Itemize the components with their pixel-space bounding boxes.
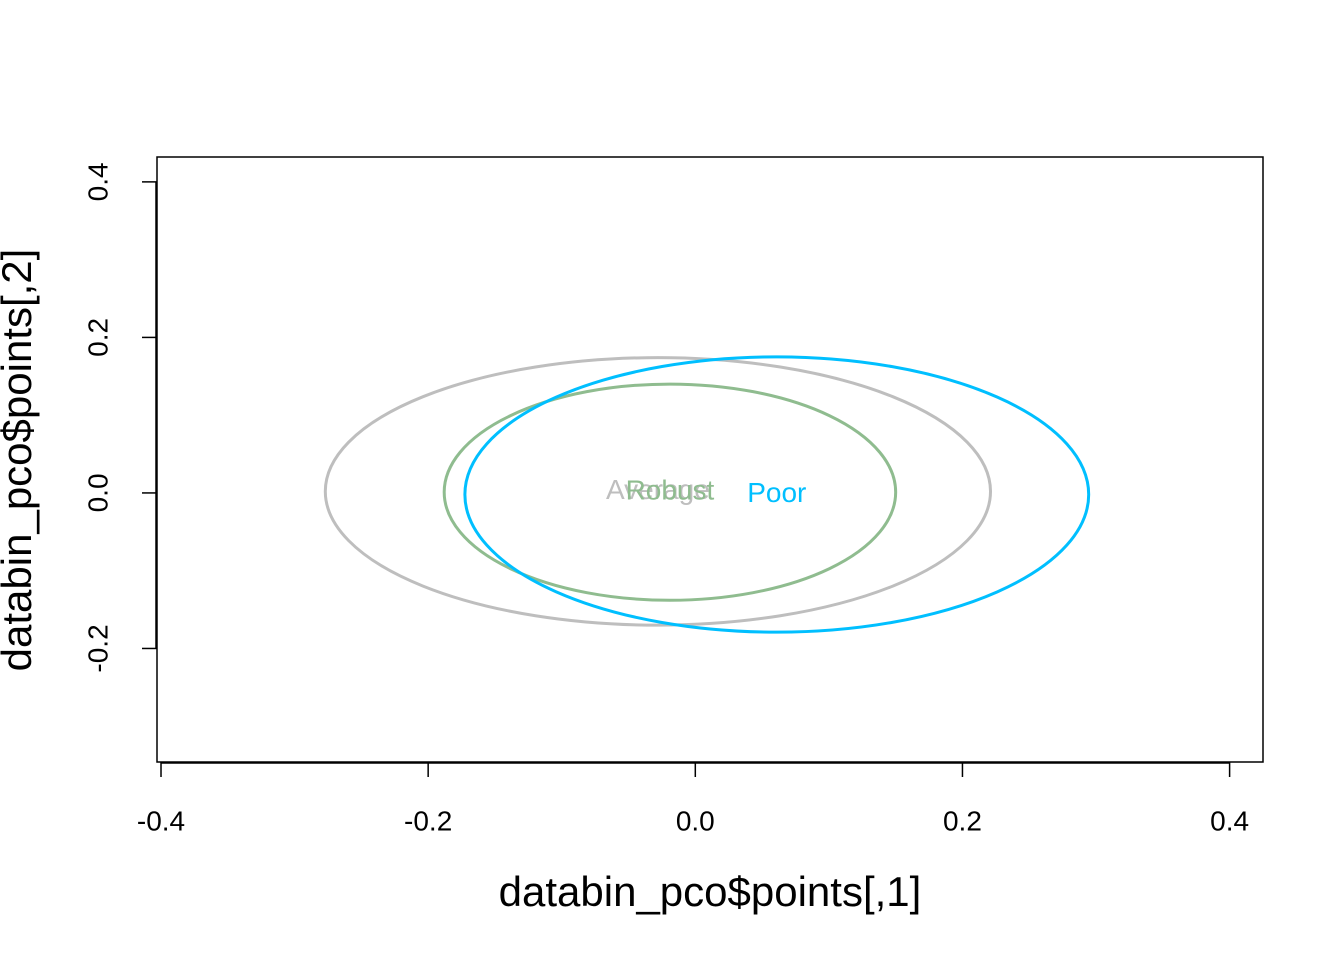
y-tick-label: 0.0 [82, 473, 113, 512]
x-tick-label: 0.4 [1210, 805, 1249, 836]
x-tick-label: -0.4 [137, 805, 185, 836]
series-label: Robust [626, 475, 715, 506]
plot-frame [156, 156, 1264, 763]
y-tick-label: 0.2 [82, 318, 113, 357]
x-tick-label: 0.0 [676, 805, 715, 836]
x-tick-label: 0.2 [943, 805, 982, 836]
x-tick-label: -0.2 [404, 805, 452, 836]
ellipse [463, 355, 1091, 634]
ellipse [442, 382, 898, 602]
y-axis-title: databin_pco$points[,2] [0, 249, 40, 672]
series-label: Average [606, 474, 710, 505]
y-tick-label: 0.4 [82, 162, 113, 201]
x-axis-title: databin_pco$points[,1] [499, 868, 922, 915]
y-tick-label: -0.2 [82, 624, 113, 672]
series-label: Poor [747, 477, 806, 508]
ellipse [323, 356, 993, 627]
